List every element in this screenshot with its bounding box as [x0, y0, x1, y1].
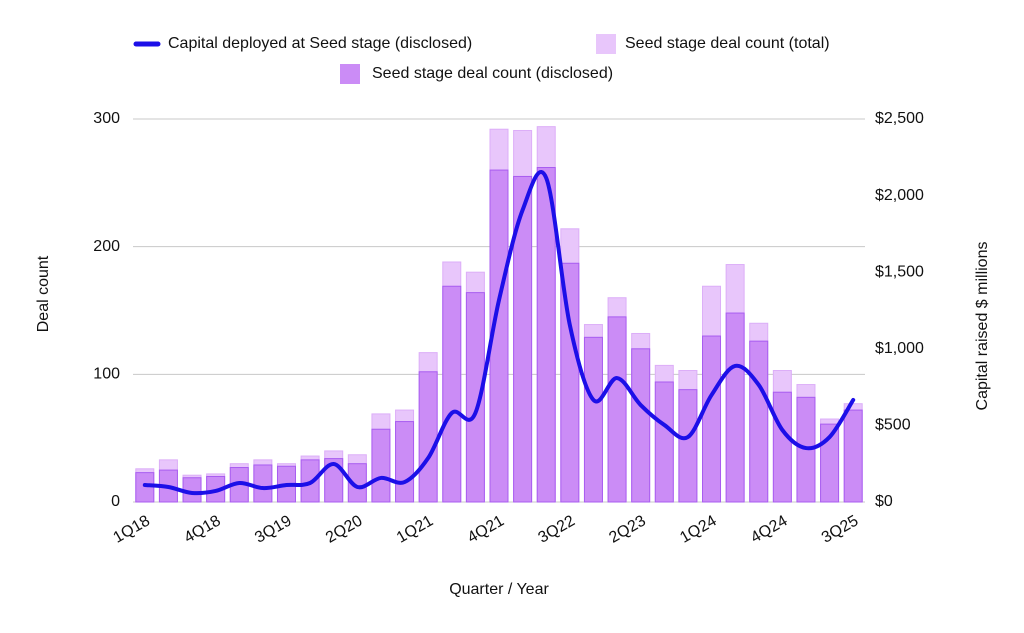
legend-label: Capital deployed at Seed stage (disclose…	[168, 35, 472, 52]
bar	[536, 167, 556, 503]
y-tick-label: 0	[111, 493, 120, 510]
bar	[843, 409, 863, 503]
legend-swatch	[596, 34, 616, 54]
bar	[418, 371, 438, 503]
legend-label: Seed stage deal count (disclosed)	[372, 65, 613, 82]
bar	[395, 421, 415, 503]
bar	[371, 428, 391, 503]
bar	[631, 348, 651, 503]
x-tick-label: 3Q22	[536, 512, 578, 546]
bar	[678, 389, 698, 503]
y2-tick-label: $2,000	[875, 187, 924, 204]
bar	[702, 335, 722, 503]
bar	[513, 175, 533, 503]
y2-tick-label: $2,500	[875, 110, 924, 127]
bar	[442, 285, 462, 503]
bar	[324, 458, 344, 503]
y-tick-label: 100	[93, 366, 120, 383]
y2-tick-label: $1,000	[875, 340, 924, 357]
bar	[465, 292, 485, 503]
y2-axis-label: Capital raised $ millions	[974, 242, 991, 411]
bar	[749, 340, 769, 503]
y-tick-label: 300	[93, 110, 120, 127]
x-tick-label: 4Q24	[748, 512, 790, 546]
y-tick-label: 200	[93, 238, 120, 255]
x-tick-label: 2Q23	[606, 512, 648, 546]
line	[142, 169, 856, 496]
legend-swatch	[340, 64, 360, 84]
x-tick-label: 2Q20	[323, 512, 365, 546]
x-tick-label: 1Q21	[394, 512, 436, 546]
bar	[725, 312, 745, 503]
x-tick-label: 4Q18	[181, 512, 223, 546]
bar	[654, 381, 674, 503]
bar	[347, 463, 367, 503]
bar	[560, 262, 580, 503]
x-tick-label: 1Q18	[111, 512, 153, 546]
y-axis-label: Deal count	[35, 255, 52, 332]
x-tick-label: 1Q24	[677, 512, 719, 546]
y2-tick-label: $0	[875, 493, 893, 510]
y2-tick-label: $1,500	[875, 263, 924, 280]
x-axis-label: Quarter / Year	[449, 581, 549, 598]
x-tick-label: 3Q19	[252, 512, 294, 546]
y2-tick-label: $500	[875, 417, 911, 434]
bar	[772, 391, 792, 503]
x-tick-label: 4Q21	[465, 512, 507, 546]
legend-label: Seed stage deal count (total)	[625, 35, 830, 52]
bar	[583, 336, 603, 503]
bar	[607, 316, 627, 503]
x-tick-label: 3Q25	[819, 512, 861, 546]
bar	[253, 464, 273, 503]
